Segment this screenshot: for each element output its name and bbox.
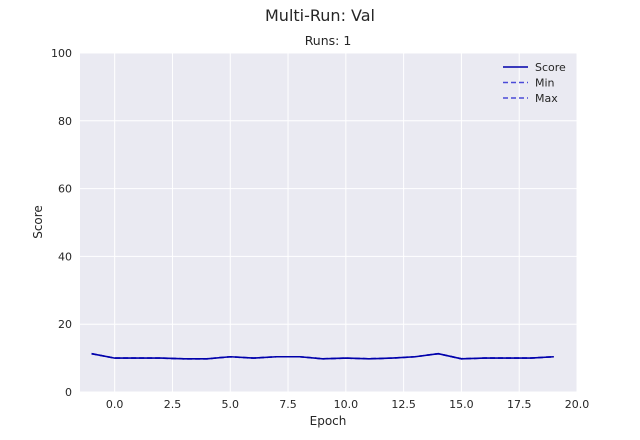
series-line-score	[91, 352, 554, 360]
y-tick-label: 40	[58, 250, 72, 263]
x-tick-label: 20.0	[565, 398, 590, 411]
x-tick-label: 12.5	[391, 398, 416, 411]
plot-area	[80, 53, 577, 392]
y-tick-label: 100	[51, 47, 72, 60]
x-axis-ticks: 0.0 2.5 5.0 7.5 10.0 12.5 15.0 17.5 20.0	[106, 398, 589, 411]
y-axis-ticks: 0 20 40 60 80 100	[51, 47, 72, 399]
x-tick-label: 15.0	[449, 398, 474, 411]
chart-title: Multi-Run: Val	[265, 6, 375, 25]
legend-label-score: Score	[535, 61, 566, 74]
x-tick-label: 7.5	[279, 398, 297, 411]
x-tick-label: 17.5	[507, 398, 532, 411]
x-tick-label: 0.0	[106, 398, 124, 411]
y-axis-label: Score	[31, 205, 45, 239]
x-axis-label: Epoch	[310, 414, 347, 428]
x-tick-label: 10.0	[334, 398, 359, 411]
grid-lines	[80, 52, 578, 393]
chart-subtitle: Runs: 1	[305, 33, 352, 48]
y-tick-label: 0	[65, 386, 72, 399]
legend-label-min: Min	[535, 77, 555, 90]
series-lines	[91, 352, 554, 360]
y-tick-label: 80	[58, 115, 72, 128]
y-tick-label: 60	[58, 183, 72, 196]
x-tick-label: 2.5	[164, 398, 182, 411]
legend: Score Min Max	[503, 61, 566, 105]
x-tick-label: 5.0	[222, 398, 240, 411]
legend-label-max: Max	[535, 92, 558, 105]
y-tick-label: 20	[58, 318, 72, 331]
